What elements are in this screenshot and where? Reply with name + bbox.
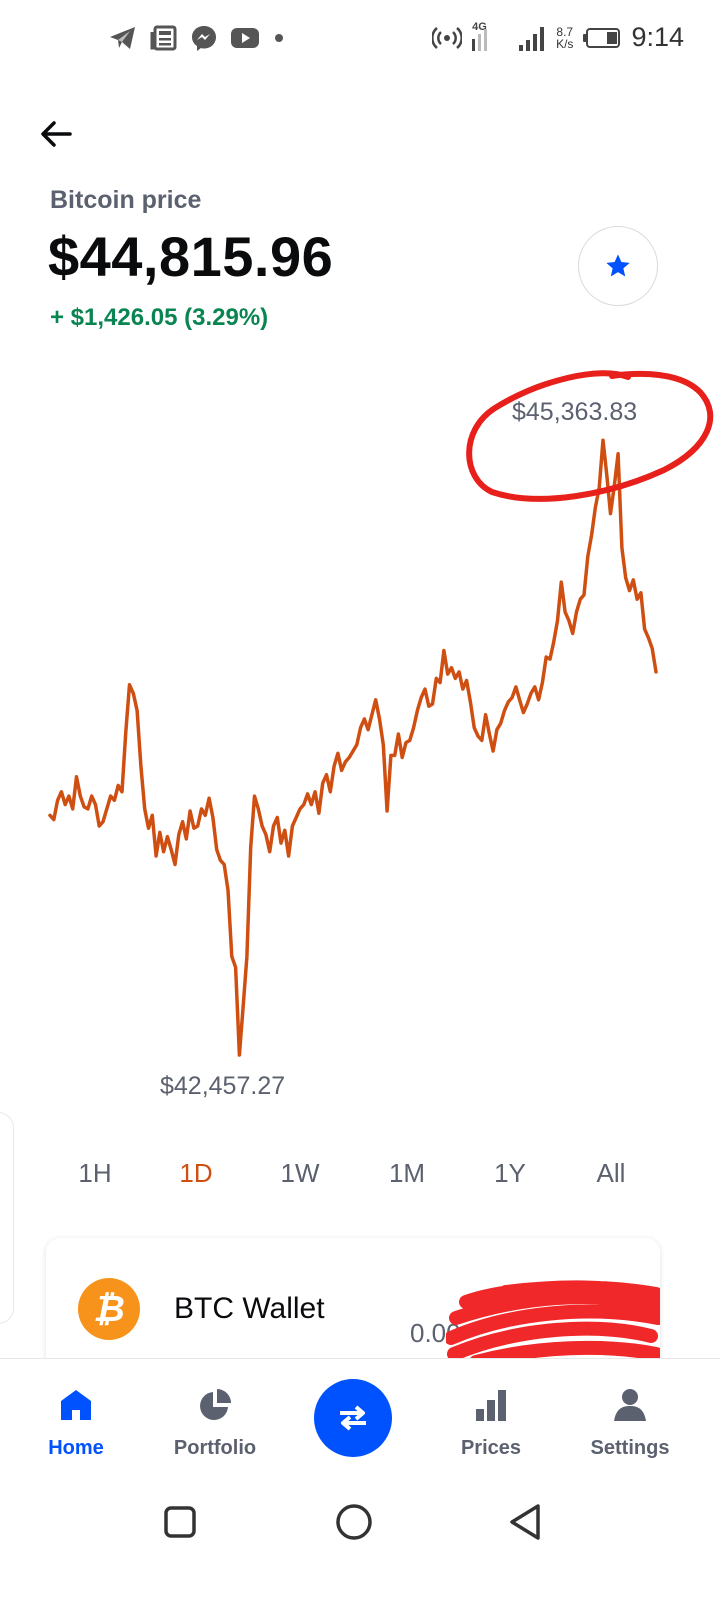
annotation-circle	[466, 370, 714, 502]
pie-chart-icon	[200, 1389, 231, 1420]
trade-button[interactable]	[314, 1379, 392, 1457]
range-1m[interactable]: 1M	[388, 1158, 426, 1188]
range-1h[interactable]: 1H	[78, 1158, 112, 1188]
signal-icon	[519, 26, 545, 51]
home-icon	[61, 1390, 91, 1420]
bitcoin-icon: ₿	[78, 1278, 140, 1340]
nav-settings[interactable]: Settings	[570, 1379, 690, 1460]
wallet-name: BTC Wallet	[174, 1292, 325, 1325]
chart-low-label: $42,457.27	[160, 1072, 286, 1100]
wallet-card[interactable]: ₿ BTC Wallet 0.00	[46, 1238, 660, 1378]
price-line	[48, 438, 658, 1057]
current-price: $44,815.96	[48, 225, 334, 288]
bottom-navigation: Home Portfolio Prices	[0, 1358, 720, 1480]
back-button[interactable]	[36, 112, 80, 156]
nav-home-label: Home	[48, 1437, 104, 1459]
system-status: 4G 8.7 K/s 9:14	[432, 20, 684, 53]
side-edge-tab[interactable]	[0, 1112, 14, 1324]
network-speed: 8.7 K/s	[556, 26, 573, 50]
price-change: + $1,426.05 (3.29%)	[50, 304, 269, 331]
clock: 9:14	[631, 22, 684, 52]
nav-portfolio[interactable]: Portfolio	[155, 1379, 275, 1460]
redaction-scribble	[446, 1280, 660, 1368]
range-1d[interactable]: 1D	[179, 1158, 213, 1188]
range-1y[interactable]: 1Y	[494, 1158, 526, 1188]
news-icon	[150, 25, 177, 51]
youtube-icon	[231, 28, 259, 48]
chart-high-label: $45,363.83	[512, 398, 638, 426]
back-triangle-icon[interactable]	[506, 1502, 546, 1542]
telegram-icon	[110, 27, 135, 49]
nav-portfolio-label: Portfolio	[173, 1437, 257, 1459]
range-all[interactable]: All	[596, 1158, 626, 1188]
nav-prices[interactable]: Prices	[431, 1379, 551, 1460]
recent-apps-icon[interactable]	[162, 1504, 198, 1540]
back-arrow-icon	[41, 121, 72, 147]
asset-title: Bitcoin price	[50, 186, 202, 214]
hotspot-icon	[432, 26, 463, 49]
system-navigation	[0, 1480, 720, 1600]
watchlist-button[interactable]	[578, 226, 658, 306]
dot-icon	[275, 34, 283, 42]
range-1w[interactable]: 1W	[280, 1158, 320, 1188]
time-range-selector: 1H 1D 1W 1M 1Y All	[0, 1158, 720, 1198]
price-chart[interactable]	[0, 340, 720, 1120]
nav-prices-label: Prices	[460, 1437, 522, 1459]
net-type-label: 4G	[472, 20, 487, 33]
signal-icon	[472, 28, 488, 51]
star-icon	[606, 254, 630, 277]
messenger-icon	[192, 26, 216, 51]
speed-value: 8.7	[556, 24, 574, 39]
home-circle-icon[interactable]	[334, 1502, 374, 1542]
nav-settings-label: Settings	[590, 1437, 670, 1459]
notification-icons	[108, 24, 286, 52]
user-icon	[614, 1389, 646, 1421]
status-bar: 4G 8.7 K/s 9:14	[0, 0, 720, 80]
battery-icon	[583, 27, 621, 48]
signal-4g: 4G	[472, 20, 508, 53]
speed-unit: K/s	[556, 36, 574, 51]
bar-chart-icon	[476, 1390, 506, 1421]
nav-home[interactable]: Home	[16, 1379, 136, 1460]
swap-arrows-icon	[340, 1405, 366, 1431]
